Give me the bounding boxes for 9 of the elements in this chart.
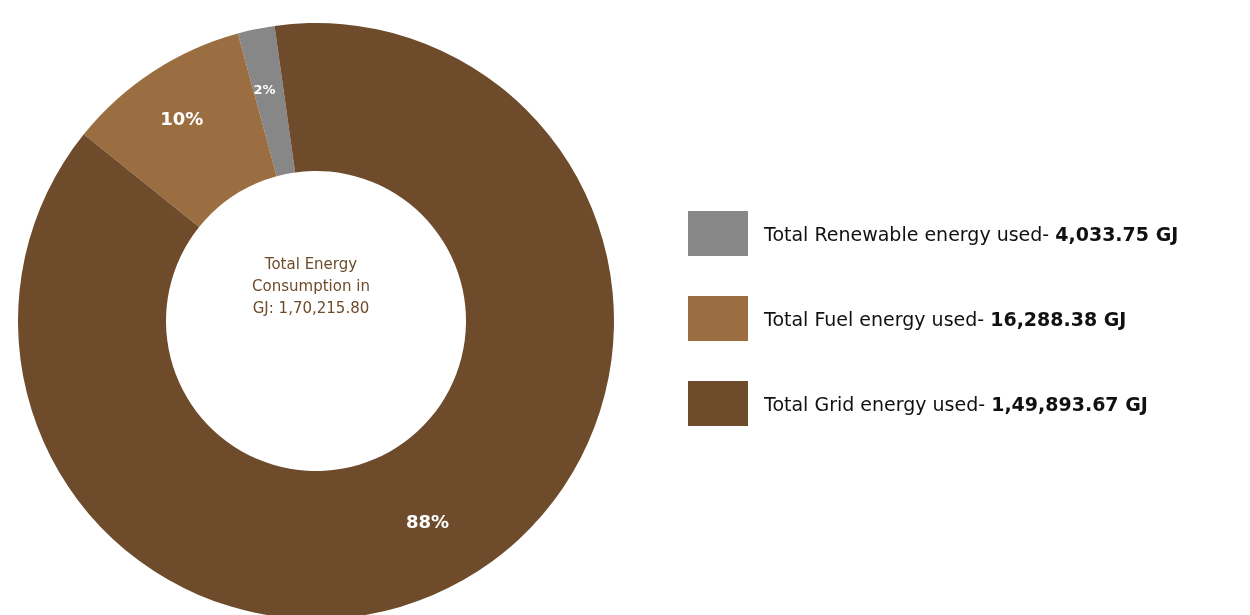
legend-label: Total Renewable energy used- 4,033.75 GJ [764,222,1179,245]
text: Total Energy Consumption in GJ: 1,70,215.80 [251,254,371,319]
donut-slice [237,25,296,177]
legend-label: Total Fuel energy used- 16,288.38 GJ [764,307,1127,330]
data-label: 10% [160,108,204,130]
data-label: 2% [253,81,276,97]
data-label: 88% [405,510,450,532]
legend-label: Total Grid energy used- 1,49,893.67 GJ [764,392,1148,415]
donut-slice [83,33,277,228]
